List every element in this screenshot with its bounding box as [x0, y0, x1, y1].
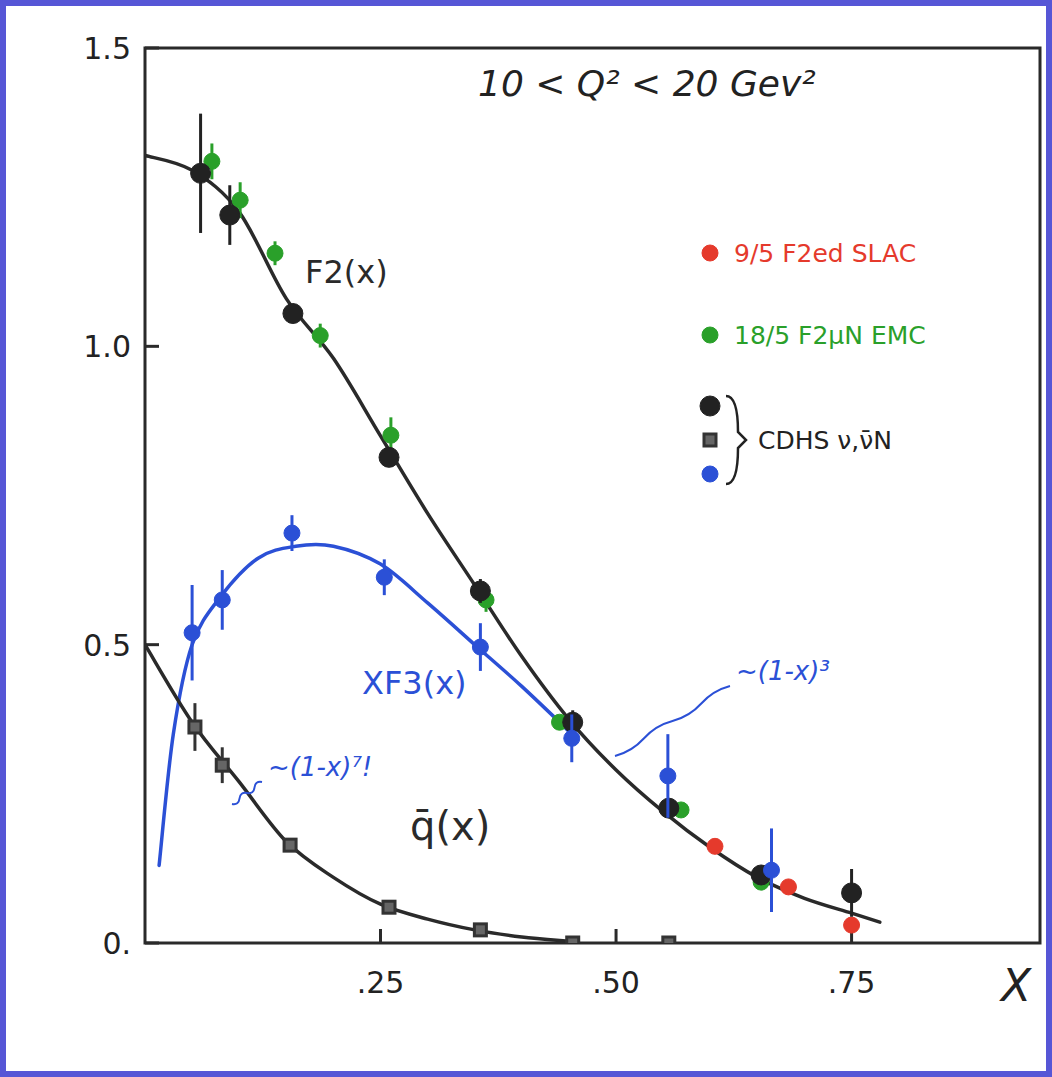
- data-point: [470, 581, 490, 601]
- data-point: [283, 304, 303, 324]
- chart: 0. 0.5 1.0 1.5 .25 .50 .75 X 10 < Q² < 20 Gev² F2…: [0, 0, 1052, 1077]
- annotation: ~(1-x)⁷!: [268, 752, 372, 782]
- data-point: [383, 427, 399, 443]
- legend-label: 18/5 F2μN EMC: [734, 321, 926, 350]
- data-point: [184, 625, 200, 641]
- curve: [145, 155, 880, 922]
- data-point: [663, 937, 675, 943]
- legend-marker: [702, 466, 718, 482]
- curve-label: F2(x): [305, 253, 388, 291]
- legend-bracket: [726, 396, 746, 484]
- data-point: [780, 879, 796, 895]
- legend-marker: [702, 245, 718, 261]
- data-point: [842, 883, 862, 903]
- data-point: [660, 768, 676, 784]
- y-tick-label: 1.5: [83, 31, 131, 66]
- data-point: [564, 730, 580, 746]
- plot-frame: [145, 48, 1040, 943]
- legend-marker: [704, 434, 716, 446]
- data-point: [376, 569, 392, 585]
- legend-label: CDHS ν,ν̄N: [758, 426, 892, 455]
- data-point: [284, 525, 300, 541]
- data-point: [844, 917, 860, 933]
- data-point: [764, 862, 780, 878]
- data-point: [383, 901, 395, 913]
- x-tick-label: .50: [592, 965, 640, 1000]
- data-point: [312, 328, 328, 344]
- data-point: [220, 205, 240, 225]
- y-tick-label: 1.0: [83, 329, 131, 364]
- data-point: [379, 447, 399, 467]
- y-tick: [145, 942, 159, 945]
- curve-label: XF3(x): [362, 664, 467, 702]
- legend: [700, 245, 746, 484]
- annotation: ~(1-x)³: [736, 656, 830, 686]
- annotation-leader: [615, 686, 730, 756]
- curve: [159, 544, 569, 865]
- y-tick: [145, 345, 159, 348]
- data-point: [567, 937, 579, 943]
- curve: [145, 645, 569, 942]
- legend-marker: [700, 396, 720, 416]
- legend-label: 9/5 F2ed SLAC: [734, 239, 916, 268]
- data-point: [707, 838, 723, 854]
- y-tick-label: 0.5: [83, 628, 131, 663]
- y-tick: [145, 47, 159, 50]
- data-point: [191, 163, 211, 183]
- x-tick-label: .75: [828, 965, 876, 1000]
- title: 10 < Q² < 20 Gev²: [478, 63, 816, 104]
- page-border: [3, 3, 1049, 1074]
- annotation-leader: [232, 782, 262, 804]
- data-point: [474, 924, 486, 936]
- x-tick: [615, 929, 618, 943]
- data-point: [267, 245, 283, 261]
- y-tick-label: 0.: [102, 926, 131, 961]
- x-axis-title: X: [999, 960, 1032, 1011]
- x-tick: [379, 929, 382, 943]
- data-point: [189, 721, 201, 733]
- data-point: [472, 639, 488, 655]
- legend-marker: [702, 327, 718, 343]
- data-point: [214, 592, 230, 608]
- data-point: [284, 839, 296, 851]
- curve-label: q̄(x): [410, 803, 490, 849]
- data-point: [216, 759, 228, 771]
- x-tick-label: .25: [357, 965, 405, 1000]
